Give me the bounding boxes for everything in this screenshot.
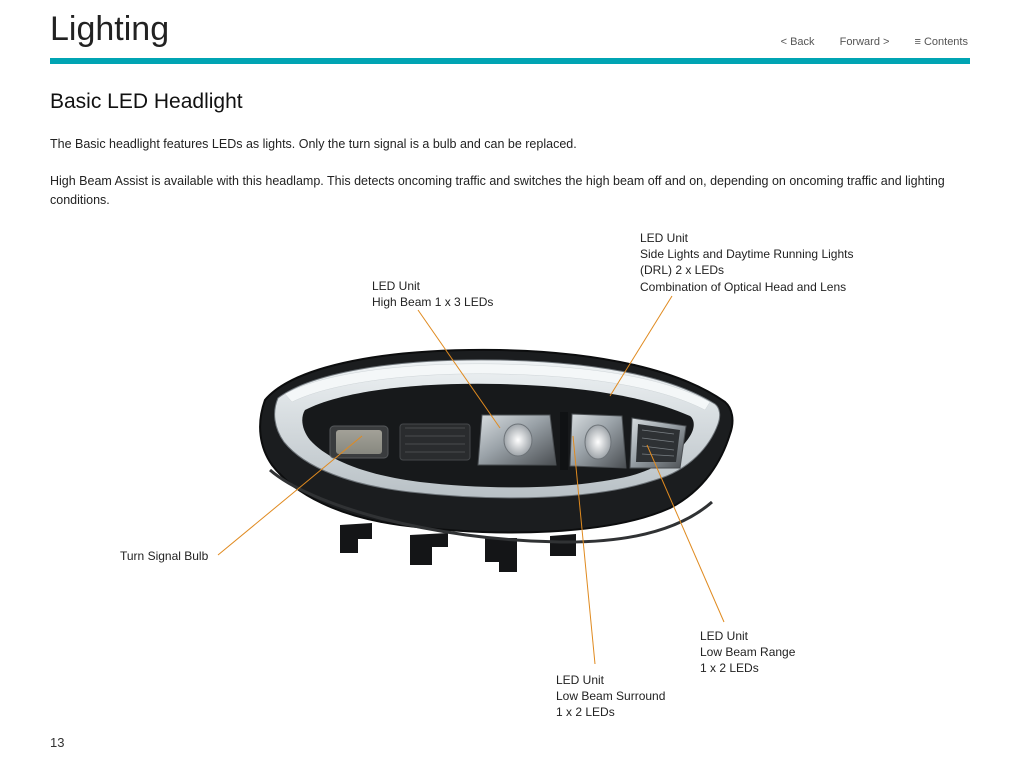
nav-forward[interactable]: Forward > <box>840 36 890 48</box>
callout-led-low-range: LED Unit Low Beam Range 1 x 2 LEDs <box>700 628 795 677</box>
nav-back[interactable]: < Back <box>781 36 815 48</box>
header-rule <box>50 58 970 64</box>
nav-bar: < Back Forward > ≡ Contents <box>759 36 968 48</box>
page: Lighting < Back Forward > ≡ Contents Bas… <box>0 0 1024 768</box>
headlamp-illustration <box>250 330 740 590</box>
nav-contents[interactable]: ≡ Contents <box>914 36 968 48</box>
callout-turn-signal: Turn Signal Bulb <box>120 548 208 564</box>
callout-led-low-surround: LED Unit Low Beam Surround 1 x 2 LEDs <box>556 672 665 721</box>
page-number: 13 <box>50 735 64 750</box>
paragraph-2: High Beam Assist is available with this … <box>50 172 950 210</box>
callout-led-high-beam: LED Unit High Beam 1 x 3 LEDs <box>372 278 493 310</box>
page-title: Lighting <box>50 10 169 49</box>
callout-led-drl: LED Unit Side Lights and Daytime Running… <box>640 230 853 295</box>
paragraph-1: The Basic headlight features LEDs as lig… <box>50 135 950 154</box>
section-title: Basic LED Headlight <box>50 90 243 114</box>
